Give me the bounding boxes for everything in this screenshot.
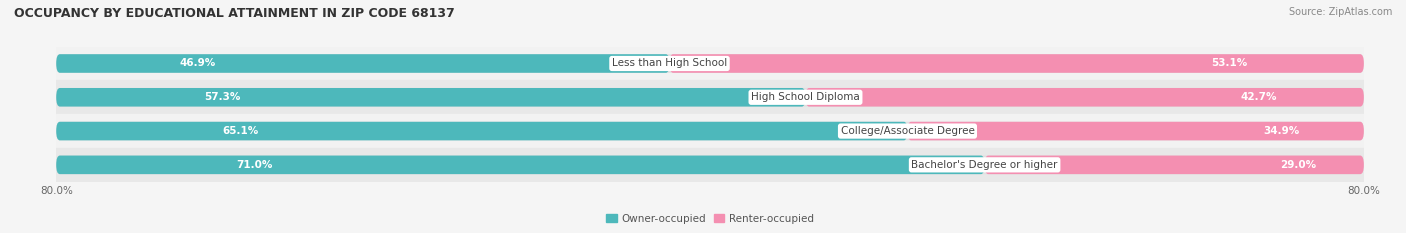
Bar	[56, 114, 1364, 148]
Text: OCCUPANCY BY EDUCATIONAL ATTAINMENT IN ZIP CODE 68137: OCCUPANCY BY EDUCATIONAL ATTAINMENT IN Z…	[14, 7, 454, 20]
FancyBboxPatch shape	[56, 156, 1364, 174]
Text: 29.0%: 29.0%	[1281, 160, 1316, 170]
FancyBboxPatch shape	[56, 122, 907, 140]
Text: 34.9%: 34.9%	[1264, 126, 1299, 136]
Bar	[56, 80, 1364, 114]
Text: 53.1%: 53.1%	[1211, 58, 1247, 69]
Text: 57.3%: 57.3%	[204, 92, 240, 102]
FancyBboxPatch shape	[984, 156, 1364, 174]
Bar	[56, 47, 1364, 80]
FancyBboxPatch shape	[56, 54, 669, 73]
FancyBboxPatch shape	[56, 156, 984, 174]
Text: Bachelor's Degree or higher: Bachelor's Degree or higher	[911, 160, 1057, 170]
FancyBboxPatch shape	[56, 88, 806, 106]
FancyBboxPatch shape	[907, 122, 1364, 140]
FancyBboxPatch shape	[56, 88, 1364, 106]
FancyBboxPatch shape	[806, 88, 1364, 106]
Text: 71.0%: 71.0%	[236, 160, 273, 170]
Text: College/Associate Degree: College/Associate Degree	[841, 126, 974, 136]
FancyBboxPatch shape	[56, 122, 1364, 140]
Bar	[56, 148, 1364, 182]
Text: Less than High School: Less than High School	[612, 58, 727, 69]
Text: 42.7%: 42.7%	[1241, 92, 1278, 102]
Text: 46.9%: 46.9%	[180, 58, 217, 69]
Text: Source: ZipAtlas.com: Source: ZipAtlas.com	[1288, 7, 1392, 17]
Text: High School Diploma: High School Diploma	[751, 92, 860, 102]
FancyBboxPatch shape	[56, 54, 1364, 73]
Text: 65.1%: 65.1%	[222, 126, 259, 136]
FancyBboxPatch shape	[669, 54, 1364, 73]
Legend: Owner-occupied, Renter-occupied: Owner-occupied, Renter-occupied	[602, 209, 818, 228]
